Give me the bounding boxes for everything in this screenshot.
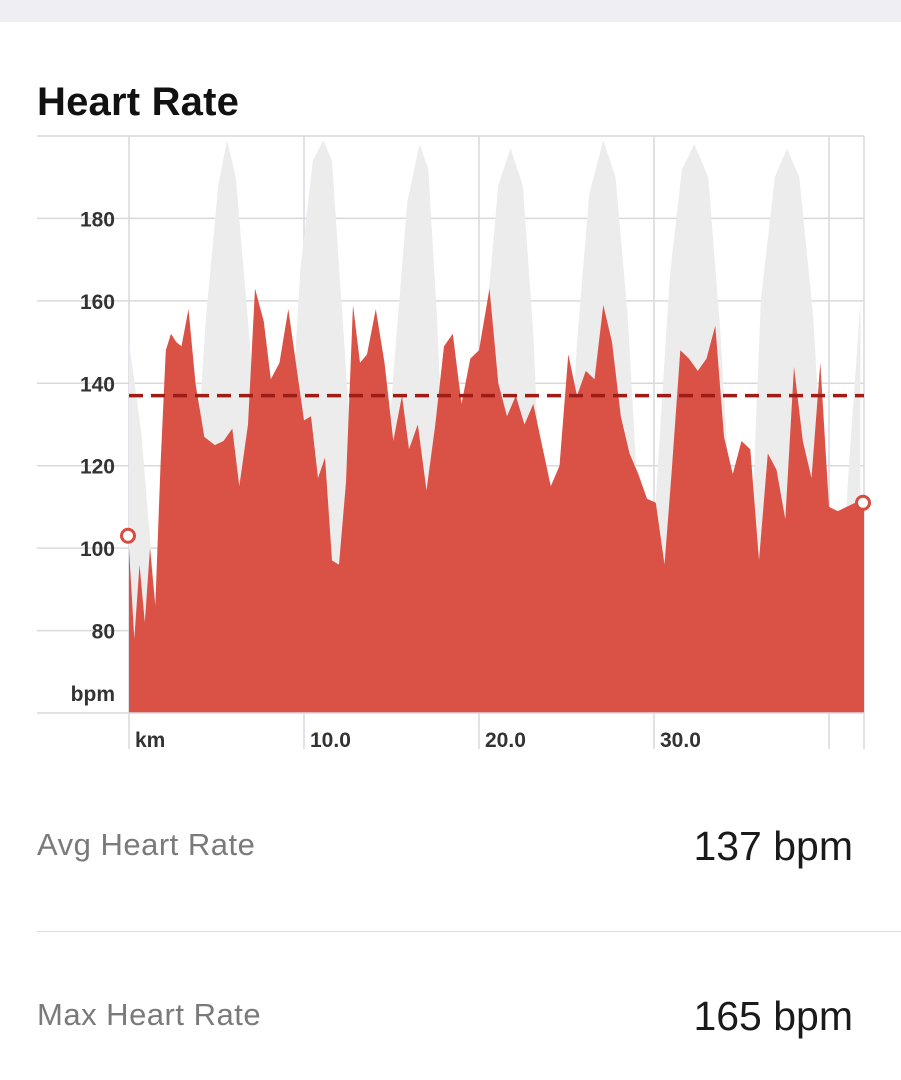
max-heart-rate-label: Max Heart Rate bbox=[37, 997, 262, 1032]
y-axis-unit-label: bpm bbox=[71, 683, 115, 706]
x-tick-label-10.0: 10.0 bbox=[310, 729, 351, 752]
y-tick-label-100: 100 bbox=[80, 538, 115, 561]
max-heart-rate-value: 165 bpm bbox=[693, 993, 853, 1039]
avg-heart-rate-value: 137 bpm bbox=[693, 823, 853, 869]
y-tick-label-120: 120 bbox=[80, 456, 115, 479]
avg-heart-rate-label: Avg Heart Rate bbox=[37, 827, 256, 862]
x-tick-label-30.0: 30.0 bbox=[660, 729, 701, 752]
avg-heart-rate-row: Avg Heart Rate 137 bpm bbox=[37, 805, 865, 895]
max-heart-rate-row: Max Heart Rate 165 bpm bbox=[37, 975, 865, 1065]
y-tick-label-140: 140 bbox=[80, 373, 115, 396]
x-tick-label-20.0: 20.0 bbox=[485, 729, 526, 752]
top-strip bbox=[0, 0, 901, 22]
end-marker-0 bbox=[120, 527, 136, 544]
end-marker-1 bbox=[855, 494, 871, 511]
y-tick-label-80: 80 bbox=[92, 621, 115, 644]
heart-rate-chart[interactable]: 80 100 120 140 160 180 bpm km 10.0 20.0 30.0 bbox=[0, 120, 901, 760]
x-tick-label-km: km bbox=[135, 729, 165, 752]
y-tick-label-180: 180 bbox=[80, 208, 115, 231]
y-tick-label-160: 160 bbox=[80, 291, 115, 314]
stats-divider bbox=[37, 931, 901, 932]
section-title: Heart Rate bbox=[37, 80, 240, 124]
